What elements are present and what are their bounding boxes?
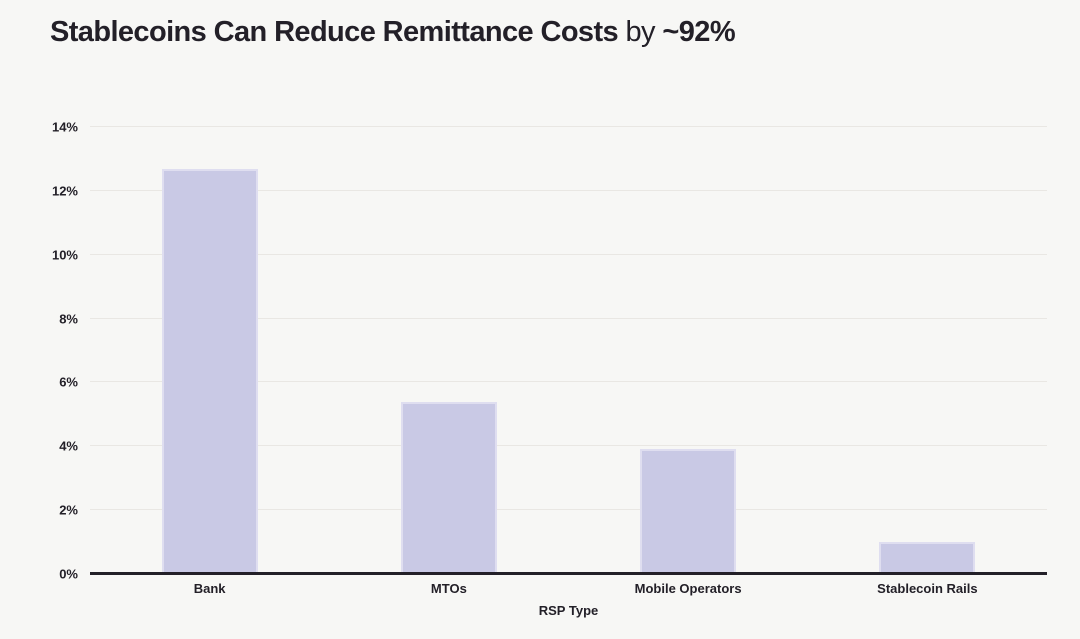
- chart-title-bold-suffix: ~92%: [662, 16, 735, 48]
- y-tick-label: 2%: [59, 502, 78, 518]
- plot-area: [90, 126, 1047, 575]
- gridline: [90, 445, 1047, 447]
- x-axis-title: RSP Type: [538, 603, 599, 618]
- y-tick-label: 6%: [59, 374, 78, 390]
- x-category-label: MTOs: [430, 581, 467, 596]
- y-tick-label: 14%: [51, 119, 78, 135]
- y-tick-label: 10%: [51, 247, 78, 263]
- x-category-label: Bank: [193, 581, 226, 596]
- bar-mtos: [400, 401, 497, 574]
- gridline: [90, 381, 1047, 383]
- y-tick-label: 0%: [59, 566, 78, 582]
- chart-title-regular: by: [625, 16, 656, 48]
- y-tick-label: 4%: [59, 438, 78, 454]
- x-axis-categories: Bank MTOs Mobile Operators Stablecoin Rails: [90, 581, 1047, 596]
- gridline: [90, 253, 1047, 255]
- chart-title: Stablecoins Can Reduce Remittance Costs …: [50, 16, 736, 49]
- bar-mobile-operators: [640, 449, 737, 574]
- x-category-label: Stablecoin Rails: [877, 581, 978, 596]
- bar-bank: [161, 168, 258, 574]
- gridline: [90, 126, 1047, 127]
- bar-stablecoin-rails: [879, 542, 976, 574]
- chart-title-bold: Stablecoins Can Reduce Remittance Costs: [50, 16, 619, 48]
- y-tick-label: 12%: [51, 183, 78, 199]
- x-category-label: Mobile Operators: [634, 581, 742, 596]
- gridline: [90, 317, 1047, 319]
- gridline: [90, 189, 1047, 191]
- x-axis-line: [90, 572, 1047, 575]
- gridline: [90, 509, 1047, 511]
- y-tick-label: 8%: [59, 311, 78, 327]
- y-axis-ticks: 0% 2% 4% 6% 8% 10% 12% 14%: [0, 121, 80, 581]
